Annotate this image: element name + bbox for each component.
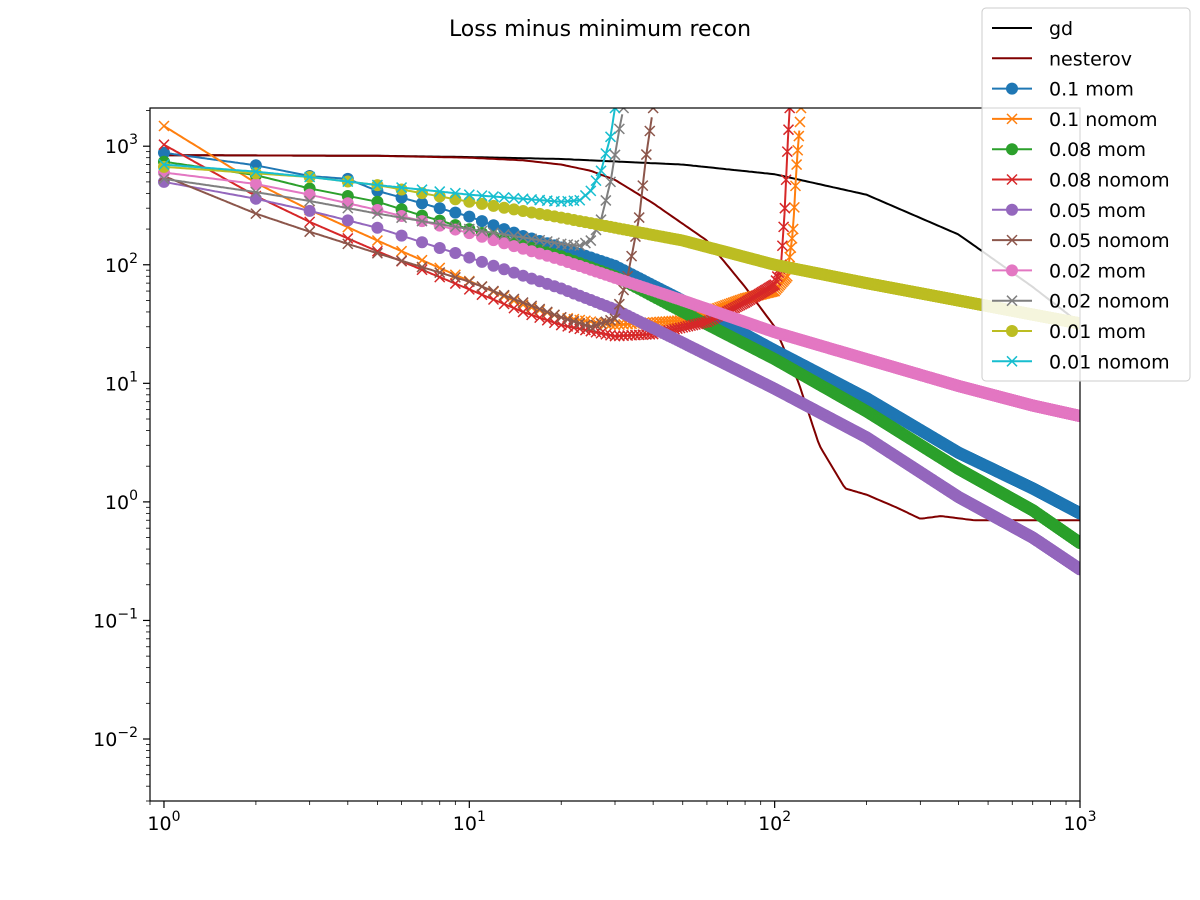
series-01-nomom-marker [793, 130, 805, 142]
series-01-nomom-marker [791, 159, 803, 171]
chart-title: Loss minus minimum recon [449, 17, 751, 42]
series-002-mom-marker [303, 188, 316, 201]
series-01-nomom-marker [795, 108, 807, 114]
series-01-nomom-marker [785, 242, 797, 254]
series-001-mom-marker [157, 160, 170, 173]
series-01-nomom-marker [787, 223, 799, 235]
series-layer [157, 108, 1080, 576]
series-01-mom-marker [1074, 507, 1080, 520]
series-01-nomom-marker [396, 245, 408, 257]
series-01-mom-marker [433, 202, 446, 215]
series-01-nomom-marker [788, 201, 800, 213]
series-01-mom-marker [157, 146, 170, 159]
series-002-mom-marker [487, 234, 500, 247]
series-001-mom-marker [449, 193, 462, 206]
series-001-mom-marker [395, 183, 408, 196]
series-01-nomom-marker [794, 116, 806, 128]
series-01-mom [157, 146, 1080, 520]
series-005-mom-marker [416, 236, 429, 249]
series-01-nomom-marker [792, 144, 804, 156]
series-01-mom-marker [487, 219, 500, 232]
series-005-mom-marker [449, 247, 462, 260]
series-01-nomom-marker [158, 120, 170, 132]
series-001-mom-marker [249, 167, 262, 180]
series-01-nomom-marker [371, 235, 383, 247]
series-01-mom-marker [463, 210, 476, 223]
series-005-mom-marker [433, 241, 446, 254]
series-008-mom [157, 155, 1080, 549]
series-005-mom-marker [341, 214, 354, 227]
series-001-mom-marker [463, 195, 476, 208]
series-01-nomom-marker [789, 180, 802, 192]
series-01-nomom-marker [786, 232, 798, 244]
series-005-mom-marker [475, 255, 488, 268]
series-nesterov [164, 154, 1080, 522]
series-005-mom-marker [303, 204, 316, 217]
series-nesterov-line [164, 154, 1080, 522]
series-005-mom-marker [249, 192, 262, 205]
series-01-mom-marker [475, 215, 488, 228]
series-005-mom-marker [487, 259, 500, 272]
series-01-mom-marker [449, 206, 462, 219]
series-005-mom-marker [371, 221, 384, 234]
series-005-mom-marker [395, 229, 408, 242]
series-01-mom-marker [416, 197, 429, 210]
series-005-mom-marker [463, 251, 476, 264]
